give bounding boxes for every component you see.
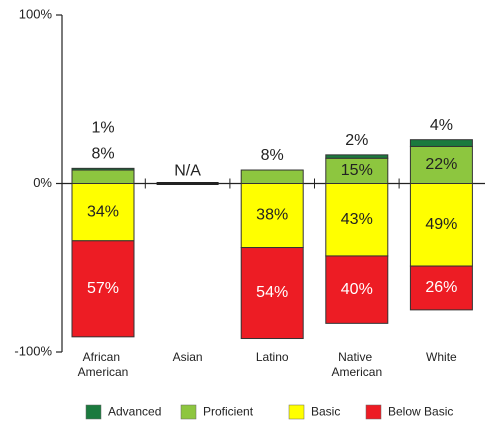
bar-segment — [240, 183, 304, 249]
legend-label: Basic — [311, 405, 340, 419]
legend-swatch — [288, 404, 305, 420]
value-label: 15% — [341, 162, 373, 179]
bar-segment — [325, 154, 389, 159]
x-tick-label: Asian — [173, 350, 203, 364]
y-tick-label: 0% — [33, 175, 52, 190]
legend-label: Below Basic — [388, 405, 453, 419]
bar-segment — [409, 265, 473, 311]
legend-swatch — [85, 404, 102, 420]
x-tick-label: Native American — [331, 350, 382, 379]
value-label: 38% — [256, 207, 288, 224]
value-label: 1% — [91, 120, 114, 137]
value-label: 26% — [425, 279, 457, 296]
legend-swatch — [365, 404, 382, 420]
bar-segment — [71, 169, 135, 185]
bar-segment — [325, 183, 389, 257]
value-label: 8% — [91, 146, 114, 163]
legend-label: Proficient — [203, 405, 254, 419]
x-tick-label: African American — [78, 350, 129, 379]
value-label: 8% — [261, 147, 284, 164]
bar-segment — [325, 255, 389, 324]
value-label: 4% — [430, 117, 453, 134]
bar-segment — [71, 183, 135, 242]
bar-segment — [240, 169, 304, 185]
bar-segment — [240, 247, 304, 340]
value-label: 2% — [345, 132, 368, 149]
legend-swatch — [180, 404, 197, 420]
value-label: 43% — [341, 211, 373, 228]
bar-segment — [71, 240, 135, 338]
bar-segment — [409, 139, 473, 147]
legend-label: Advanced — [108, 405, 161, 419]
x-tick-label: White — [426, 350, 457, 364]
x-tick-label: Latino — [256, 350, 289, 364]
value-label: 49% — [425, 216, 457, 233]
value-label: 57% — [87, 280, 119, 297]
value-label: 54% — [256, 284, 288, 301]
value-label: 40% — [341, 281, 373, 298]
na-label: N/A — [174, 163, 201, 180]
y-tick-label: 100% — [19, 6, 53, 21]
bar-segment — [409, 183, 473, 267]
bar-segment — [71, 167, 135, 171]
y-tick-label: -100% — [14, 343, 52, 358]
value-label: 22% — [425, 156, 457, 173]
value-label: 34% — [87, 203, 119, 220]
